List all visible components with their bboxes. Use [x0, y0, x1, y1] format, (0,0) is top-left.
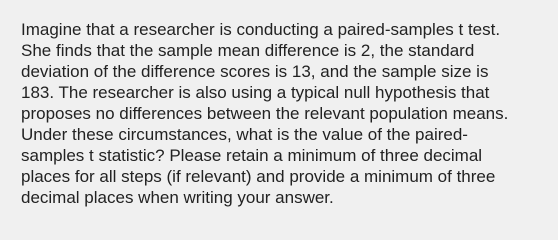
text-line: She finds that the sample mean differenc… [21, 41, 475, 60]
text-line: places for all steps (if relevant) and p… [21, 167, 496, 186]
page: Imagine that a researcher is conducting … [21, 19, 509, 208]
text-line: Under these circumstances, what is the v… [21, 125, 468, 144]
text-line: proposes no differences between the rele… [21, 104, 509, 123]
text-line: decimal places when writing your answer. [21, 188, 334, 207]
text-line: deviation of the difference scores is 13… [21, 62, 489, 81]
text-line: samples t statistic? Please retain a min… [21, 146, 483, 165]
question-text: Imagine that a researcher is conducting … [21, 19, 508, 208]
text-line: Imagine that a researcher is conducting … [21, 20, 501, 39]
text-line: 183. The researcher is also using a typi… [21, 83, 490, 102]
